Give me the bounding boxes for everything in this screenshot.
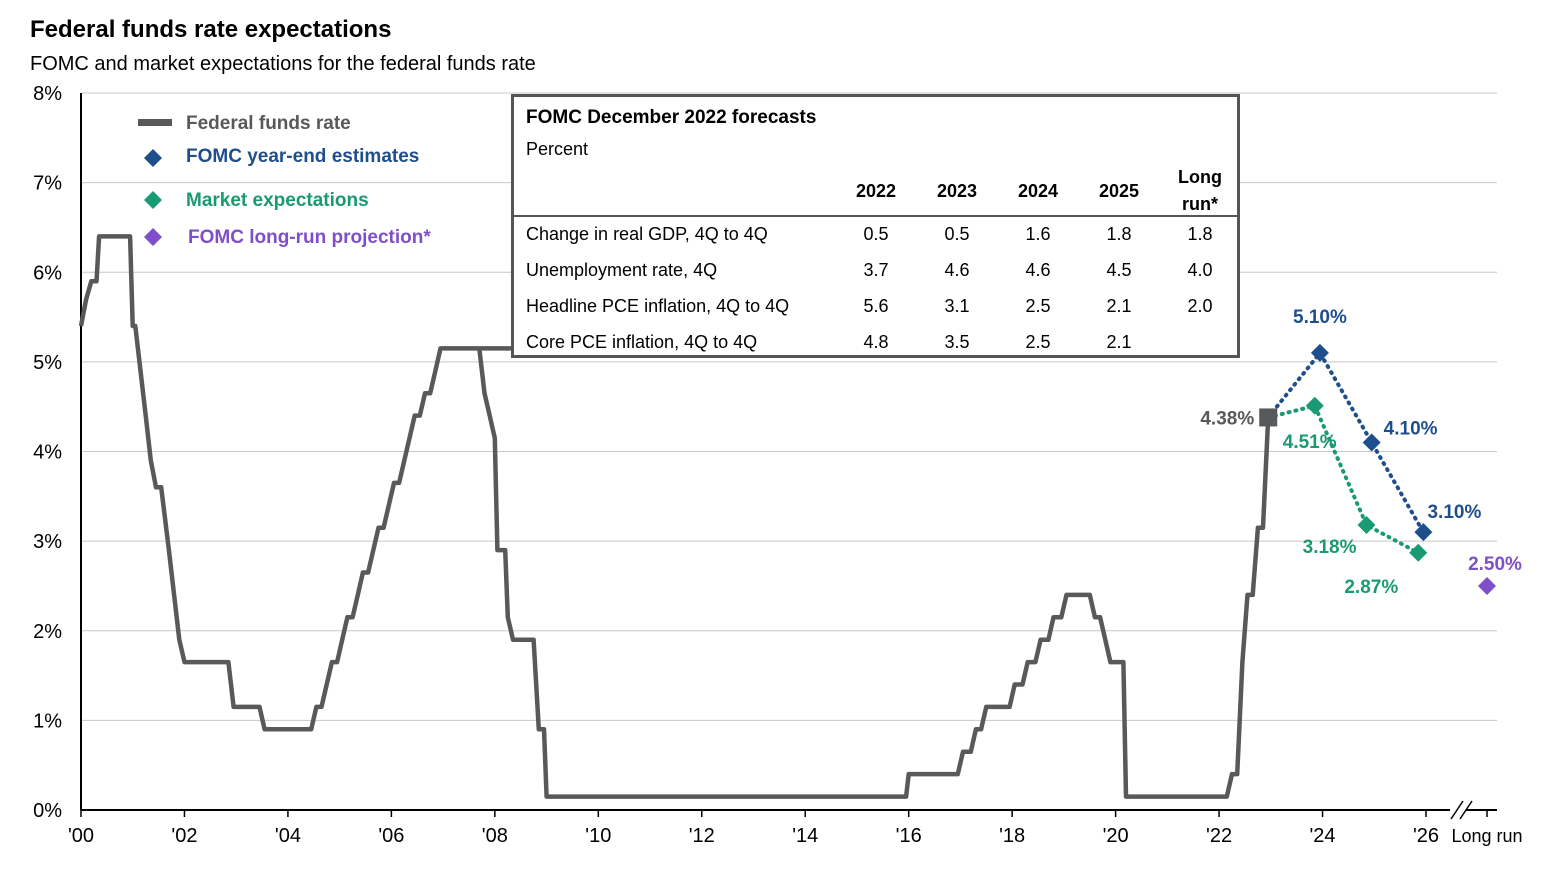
axis-break-mark [1450,800,1464,820]
y-tick-label: 6% [33,262,62,284]
x-tick-label: '12 [689,825,715,847]
x-tick-label: '06 [378,825,404,847]
legend-diamond-icon-fomc [144,149,162,167]
column-header: 2024 [1017,181,1059,201]
y-tick-label: 1% [33,710,62,732]
table-cell: 0.5 [944,224,970,244]
axes: 0% 1% 2% 3% 4% 5% 6% 7% 8% '00 '02 '04 '06 '08 '10 '12 '… [33,83,1522,847]
legend-diamond-icon-market [144,191,162,209]
table-cell: 2.5 [1025,332,1051,352]
data-label: 5.10% [1293,307,1347,328]
y-tick-label: 3% [33,531,62,553]
table-cell: 1.8 [1106,224,1132,244]
current-rate-marker [1259,408,1278,427]
legend-label-fomc: FOMC year-end estimates [186,146,420,167]
legend-diamond-icon-longrun [144,228,162,246]
data-label: 3.10% [1427,502,1481,523]
current-rate-label: 4.38% [1200,408,1254,429]
table-row-label: Headline PCE inflation, 4Q to 4Q [526,296,790,316]
x-tick-label: '08 [482,825,508,847]
table-cell: 3.5 [944,332,970,352]
column-header: 2025 [1098,181,1140,201]
table-row-label: Unemployment rate, 4Q [526,260,718,280]
table-header-divider [514,215,1237,217]
table-cell: 2.5 [1025,296,1051,316]
x-tick-label: '20 [1103,825,1129,847]
x-tick-label: '16 [896,825,922,847]
x-tick-label: '10 [585,825,611,847]
table-cell: 2.1 [1106,332,1132,352]
y-tick-label: 2% [33,621,62,643]
data-label: 4.51% [1283,432,1337,453]
table-cell: 4.5 [1106,260,1132,280]
column-header: run* [1182,194,1218,214]
fed-funds-line [78,234,1271,799]
x-tick-label: '24 [1309,825,1335,847]
y-tick-label: 4% [33,442,62,464]
legend-line-icon [138,119,172,126]
fomc-estimate-marker [1310,343,1329,362]
column-header: 2022 [855,181,897,201]
y-tick-label: 7% [33,173,62,195]
data-label: 4.10% [1384,419,1438,440]
chart-subtitle: FOMC and market expectations for the fed… [30,53,536,75]
y-tick-label: 8% [33,83,62,105]
column-header: Long [1178,167,1222,187]
table-cell: 4.0 [1187,260,1213,280]
forecast-table-title: FOMC December 2022 forecasts [526,107,817,128]
market-expectation-marker [1357,515,1376,534]
x-tick-label-longrun: Long run [1451,826,1522,846]
table-cell: 0.5 [863,224,889,244]
market-expectation-marker [1409,543,1428,562]
series [78,234,1496,799]
table-cell: 3.7 [863,260,889,280]
fomc-estimate-marker [1414,523,1433,542]
table-cell: 2.0 [1187,296,1213,316]
legend-label-fed-funds: Federal funds rate [186,113,351,134]
forecast-table: FOMC December 2022 forecasts Percent 202… [511,94,1240,358]
table-cell: 3.1 [944,296,970,316]
table-row-label: Change in real GDP, 4Q to 4Q [526,224,768,244]
forecast-table-subtitle: Percent [526,139,589,159]
y-tick-label: 0% [33,800,62,822]
market-expectation-line [1266,403,1421,555]
market-expectation-marker [1305,396,1324,415]
x-tick-label: '22 [1206,825,1232,847]
table-cell: 1.8 [1187,224,1213,244]
table-cell: 4.6 [944,260,970,280]
fomc-estimate-marker [1362,433,1381,452]
data-label: 3.18% [1303,537,1357,558]
long-run-projection-marker [1478,576,1496,595]
x-tick-label: '18 [999,825,1025,847]
x-tick-label: '02 [171,825,197,847]
legend-label-market: Market expectations [186,190,369,211]
table-row-label: Core PCE inflation, 4Q to 4Q [526,332,758,352]
x-tick-label: '26 [1413,825,1439,847]
x-tick-label: '04 [275,825,301,847]
column-header: 2023 [936,181,978,201]
data-labels: 4.38% 5.10% 4.10% 3.10% 4.51% 3.18% 2.87% 2.50% [1200,307,1522,598]
axis-break-mark [1459,800,1473,820]
x-tick-label: '00 [68,825,94,847]
y-tick-label: 5% [33,352,62,374]
legend-label-longrun: FOMC long-run projection* [188,227,431,248]
chart-title: Federal funds rate expectations [30,16,392,43]
table-cell: 5.6 [863,296,889,316]
x-tick-label: '14 [792,825,818,847]
fomc-projection-line [1266,349,1426,535]
data-label: 2.87% [1344,577,1398,598]
table-cell: 4.8 [863,332,889,352]
table-cell: 2.1 [1106,296,1132,316]
table-cell: 1.6 [1025,224,1051,244]
table-cell: 4.6 [1025,260,1051,280]
data-label: 2.50% [1468,554,1522,575]
